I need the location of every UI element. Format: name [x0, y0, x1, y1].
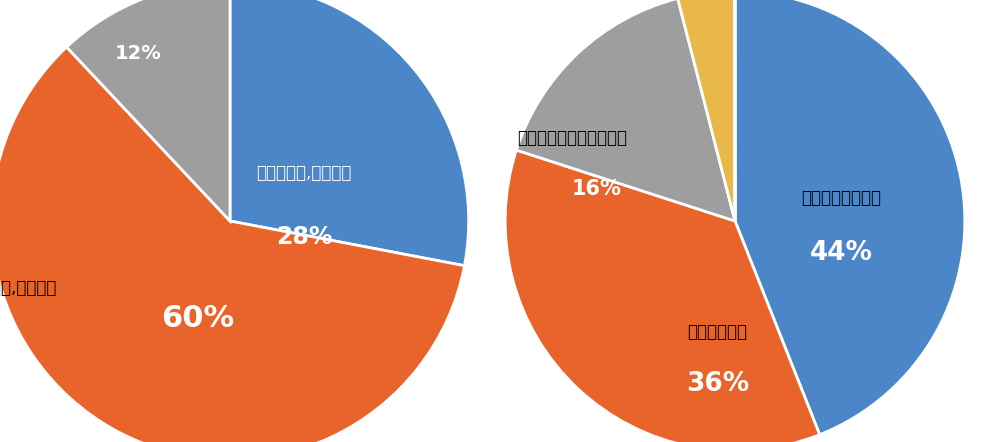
Wedge shape — [678, 0, 735, 221]
Text: 地缘政治变动: 地缘政治变动 — [687, 323, 747, 341]
Wedge shape — [0, 47, 464, 442]
Text: 36%: 36% — [686, 371, 749, 396]
Wedge shape — [67, 0, 230, 221]
Wedge shape — [505, 150, 820, 442]
Wedge shape — [735, 0, 965, 434]
Text: 16%: 16% — [572, 179, 622, 199]
Text: 60%: 60% — [162, 304, 235, 333]
Text: 持乐观态度,呈现复苏: 持乐观态度,呈现复苏 — [257, 164, 352, 182]
Text: 中国经济复苏是否可持续: 中国经济复苏是否可持续 — [517, 129, 627, 147]
Text: 28%: 28% — [276, 225, 333, 248]
Text: 12%: 12% — [115, 44, 161, 62]
Wedge shape — [230, 0, 469, 266]
Text: 44%: 44% — [810, 240, 873, 266]
Text: 美国宏观政策走向: 美国宏观政策走向 — [801, 189, 881, 207]
Wedge shape — [516, 0, 735, 221]
Text: 持悲观态度,增长放缓: 持悲观态度,增长放缓 — [0, 279, 57, 297]
